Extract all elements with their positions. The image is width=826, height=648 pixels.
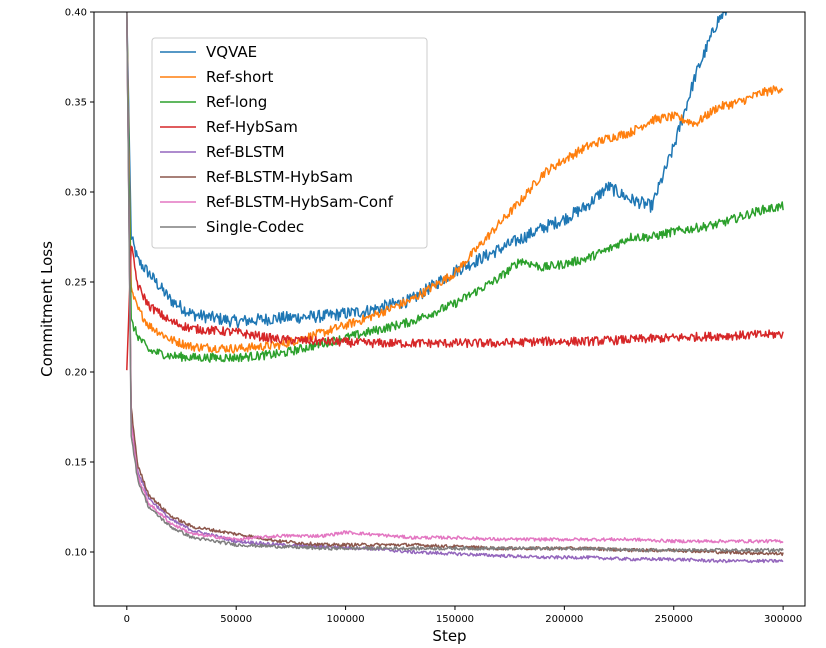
legend-label: Ref-BLSTM-HybSam-Conf (206, 193, 394, 211)
series-line-single-codec (126, 12, 784, 553)
legend-label: Ref-short (206, 68, 274, 86)
legend: VQVAE Ref-short Ref-long Ref-HybSam Ref-BLST… (151, 37, 428, 249)
legend-label: Ref-HybSam (206, 118, 298, 136)
y-tick-label: 0.15 (65, 458, 87, 469)
series-line-ref-blstm (126, 12, 784, 564)
x-axis-ticks: 0 50000 100000 150000 200000 250000 300000 (124, 606, 802, 625)
x-tick-label: 250000 (655, 614, 693, 625)
series-line-vqvae (126, 12, 729, 329)
axes-frame (93, 11, 806, 607)
x-tick-label: 150000 (436, 614, 474, 625)
legend-label: Ref-BLSTM-HybSam (206, 168, 353, 186)
series-layer (126, 12, 784, 564)
legend-label: VQVAE (206, 43, 257, 61)
legend-label: Ref-long (206, 93, 267, 111)
y-axis-label: Commitment Loss (38, 241, 56, 377)
x-tick-label: 50000 (220, 614, 252, 625)
x-tick-label: 300000 (764, 614, 802, 625)
y-tick-label: 0.30 (65, 188, 87, 199)
series-line-ref-hybsam (126, 245, 784, 371)
y-tick-label: 0.35 (65, 98, 87, 109)
y-axis-ticks: 0.10 0.15 0.20 0.25 0.30 0.35 0.40 (65, 8, 94, 559)
series-line-ref-blstm-hybsam-conf (126, 12, 784, 544)
legend-box (151, 37, 428, 249)
y-tick-label: 0.25 (65, 278, 87, 289)
legend-label: Ref-BLSTM (206, 143, 285, 161)
y-tick-label: 0.40 (65, 8, 87, 19)
x-axis-label: Step (432, 627, 466, 645)
x-tick-label: 200000 (545, 614, 583, 625)
series-line-ref-long (126, 12, 784, 363)
x-tick-label: 0 (124, 614, 130, 625)
series-line-ref-short (126, 12, 784, 354)
x-tick-label: 100000 (326, 614, 364, 625)
y-tick-label: 0.20 (65, 368, 87, 379)
y-tick-label: 0.10 (65, 548, 87, 559)
legend-label: Single-Codec (206, 218, 304, 236)
